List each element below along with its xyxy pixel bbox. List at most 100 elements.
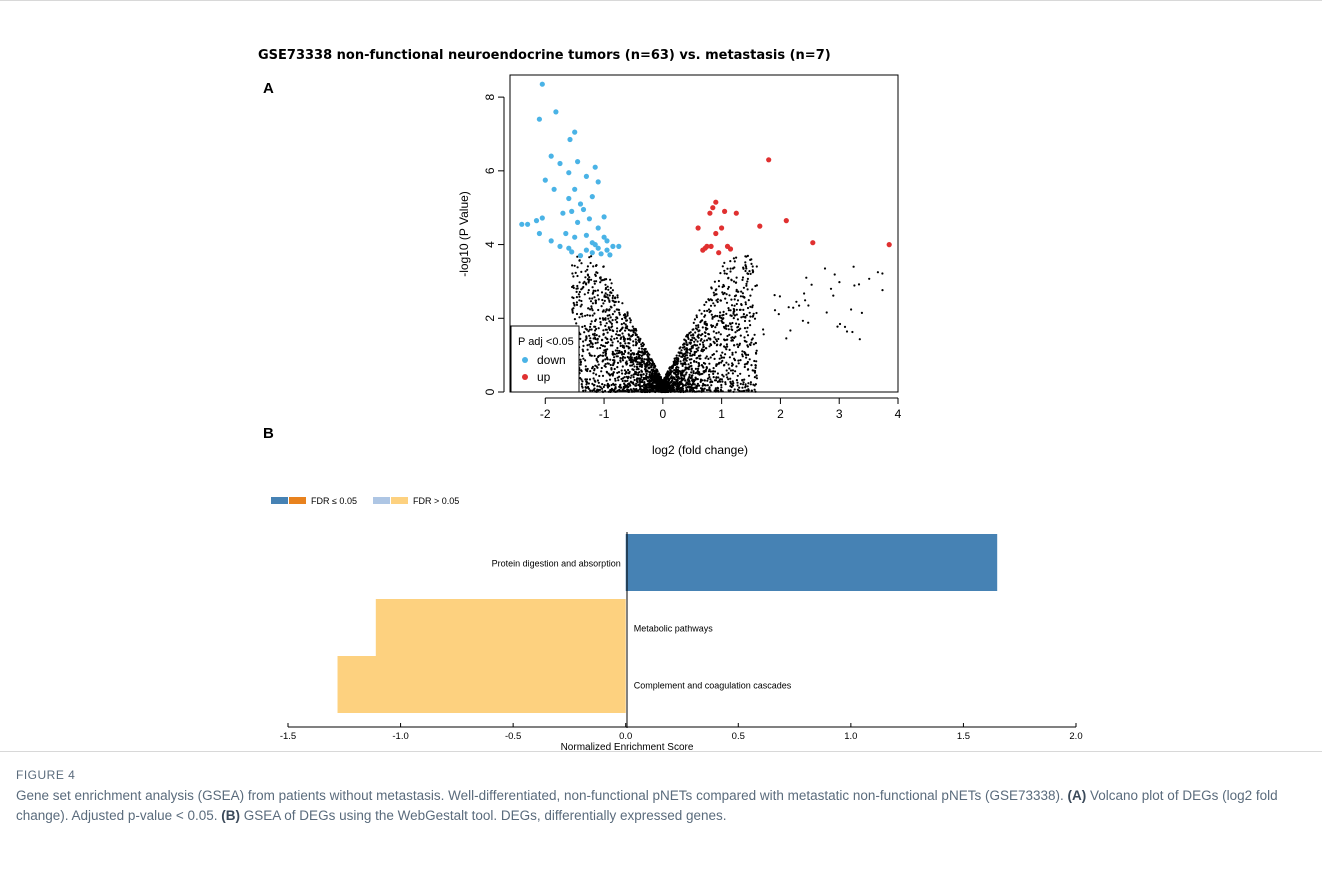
volcano-point-ns — [754, 351, 758, 354]
volcano-point-ns — [624, 372, 627, 375]
volcano-point-ns — [679, 387, 682, 390]
volcano-point-ns — [676, 360, 679, 363]
volcano-point-ns — [749, 383, 752, 386]
volcano-point-ns — [591, 343, 594, 346]
volcano-point-ns — [571, 309, 574, 312]
volcano-point-ns — [604, 358, 607, 361]
volcano-point-ns — [588, 314, 592, 317]
volcano-point-ns — [741, 379, 744, 382]
volcano-point-ns — [684, 352, 687, 355]
volcano-point-ns — [787, 306, 790, 309]
volcano-point-ns — [580, 303, 583, 306]
caption-segment: Gene set enrichment analysis (GSEA) from… — [16, 788, 1068, 803]
volcano-point-up — [757, 223, 763, 229]
volcano-point-ns — [836, 325, 839, 328]
volcano-point-ns — [578, 281, 581, 284]
volcano-point-ns — [690, 376, 693, 379]
volcano-point-ns — [611, 313, 615, 316]
volcano-point-ns — [601, 298, 604, 302]
volcano-point-ns — [602, 302, 605, 305]
volcano-point-ns — [729, 377, 732, 380]
volcano-y-tick-label: 0 — [483, 388, 497, 395]
volcano-point-ns — [591, 345, 594, 348]
volcano-point-ns — [588, 334, 591, 337]
volcano-point-down — [553, 109, 559, 115]
volcano-point-ns — [723, 269, 726, 272]
volcano-point-ns — [745, 255, 748, 258]
volcano-point-down — [557, 160, 563, 167]
volcano-point-ns — [710, 384, 713, 387]
volcano-point-ns — [805, 276, 808, 279]
volcano-point-ns — [675, 354, 678, 357]
volcano-point-ns — [746, 368, 750, 371]
volcano-point-ns — [621, 372, 624, 375]
volcano-point-ns — [602, 333, 605, 336]
volcano-point-down — [533, 218, 540, 224]
volcano-point-ns — [657, 388, 660, 391]
volcano-point-ns — [697, 334, 700, 337]
volcano-point-up — [695, 225, 701, 231]
volcano-point-ns — [692, 321, 695, 324]
volcano-point-ns — [647, 363, 650, 366]
volcano-point-ns — [618, 329, 622, 332]
volcano-point-ns — [626, 311, 629, 314]
volcano-point-ns — [708, 362, 711, 365]
volcano-point-ns — [703, 384, 706, 387]
volcano-point-ns — [731, 351, 734, 354]
volcano-point-ns — [754, 284, 757, 288]
volcano-point-ns — [712, 330, 715, 333]
volcano-point-ns — [622, 335, 625, 338]
volcano-point-ns — [623, 376, 626, 379]
volcano-point-ns — [738, 389, 741, 392]
volcano-point-ns — [624, 350, 627, 353]
volcano-point-ns — [736, 374, 739, 377]
volcano-point-ns — [591, 309, 594, 312]
volcano-point-ns — [669, 381, 673, 384]
volcano-point-ns — [858, 338, 861, 341]
volcano-point-ns — [751, 265, 754, 268]
volcano-point-ns — [699, 379, 703, 382]
volcano-point-ns — [615, 390, 618, 393]
volcano-point-ns — [606, 385, 610, 389]
volcano-point-ns — [755, 360, 758, 363]
volcano-point-ns — [610, 368, 613, 371]
volcano-point-down — [607, 252, 613, 258]
volcano-point-ns — [746, 385, 749, 388]
volcano-point-ns — [625, 319, 629, 322]
volcano-point-ns — [749, 324, 752, 327]
volcano-point-ns — [609, 316, 612, 319]
volcano-point-ns — [690, 371, 693, 374]
volcano-point-ns — [735, 365, 738, 368]
volcano-point-down — [539, 215, 545, 221]
volcano-point-ns — [747, 389, 750, 392]
volcano-point-ns — [720, 356, 723, 359]
volcano-point-ns — [695, 377, 698, 380]
volcano-point-ns — [691, 336, 694, 339]
gsea-bars — [337, 534, 998, 713]
volcano-point-ns — [582, 357, 585, 360]
volcano-point-ns — [579, 363, 582, 366]
gsea-category-label: Complement and coagulation cascades — [634, 681, 792, 691]
volcano-point-ns — [586, 344, 589, 347]
volcano-point-ns — [637, 373, 640, 377]
volcano-point-ns — [578, 299, 581, 302]
volcano-point-ns — [681, 364, 684, 367]
volcano-point-ns — [571, 311, 574, 314]
volcano-point-ns — [725, 343, 729, 346]
volcano-point-ns — [613, 301, 616, 304]
volcano-point-ns — [588, 352, 591, 355]
figure-frame: GSE73338 non-functional neuroendocrine t… — [0, 0, 1322, 753]
volcano-point-ns — [589, 308, 592, 311]
volcano-point-ns — [606, 314, 609, 317]
volcano-point-ns — [721, 373, 724, 376]
volcano-point-ns — [591, 286, 594, 289]
volcano-point-ns — [750, 341, 753, 344]
volcano-point-ns — [584, 276, 587, 279]
volcano-point-ns — [640, 376, 643, 379]
volcano-point-ns — [860, 311, 864, 314]
volcano-point-ns — [636, 381, 639, 384]
volcano-point-down — [539, 81, 545, 87]
volcano-point-ns — [716, 300, 719, 304]
volcano-point-ns — [735, 281, 738, 284]
volcano-point-ns — [593, 332, 596, 335]
